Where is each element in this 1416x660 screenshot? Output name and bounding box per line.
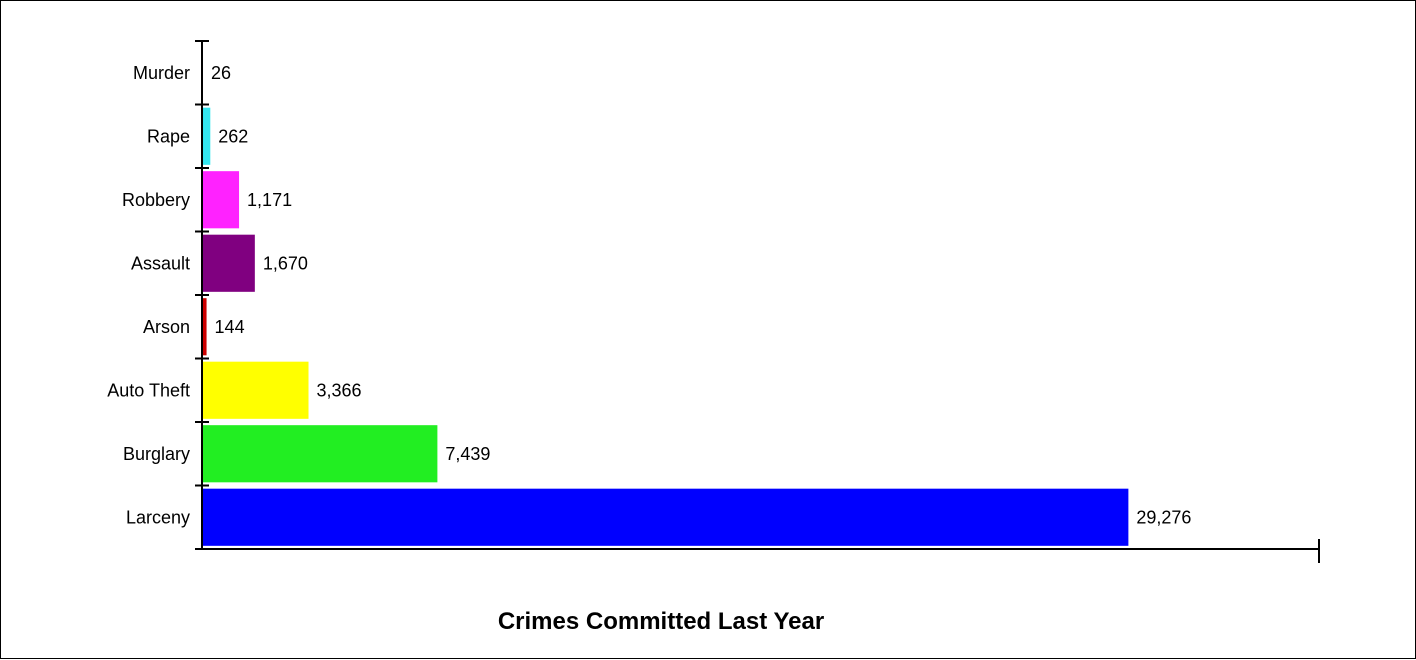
bar-larceny — [202, 488, 1129, 546]
category-label: Robbery — [122, 190, 190, 210]
bar-auto-theft — [202, 361, 309, 419]
value-label: 3,366 — [317, 380, 362, 400]
value-label: 29,276 — [1136, 507, 1191, 527]
chart-title: Crimes Committed Last Year — [497, 608, 825, 635]
bar-assault — [202, 234, 255, 292]
bars-layer — [202, 44, 1129, 546]
bar-arson — [202, 298, 207, 356]
category-label: Rape — [147, 126, 190, 146]
category-label: Burglary — [123, 444, 190, 464]
bar-rape — [202, 107, 211, 165]
labels-layer: Murder 26 Rape 262 Robbery 1,171 Assault 1,670 A… — [107, 63, 1191, 528]
category-label: Arson — [143, 317, 190, 337]
category-label: Auto Theft — [107, 380, 190, 400]
category-label: Assault — [131, 253, 190, 273]
category-label: Larceny — [126, 507, 190, 527]
value-label: 1,171 — [247, 190, 292, 210]
bar-burglary — [202, 425, 438, 483]
category-label: Murder — [133, 63, 190, 83]
value-label: 1,670 — [263, 253, 308, 273]
value-label: 26 — [211, 63, 231, 83]
axes-layer — [195, 40, 1320, 563]
value-label: 144 — [215, 317, 245, 337]
value-label: 262 — [218, 126, 248, 146]
bar-robbery — [202, 171, 240, 229]
value-label: 7,439 — [445, 444, 490, 464]
